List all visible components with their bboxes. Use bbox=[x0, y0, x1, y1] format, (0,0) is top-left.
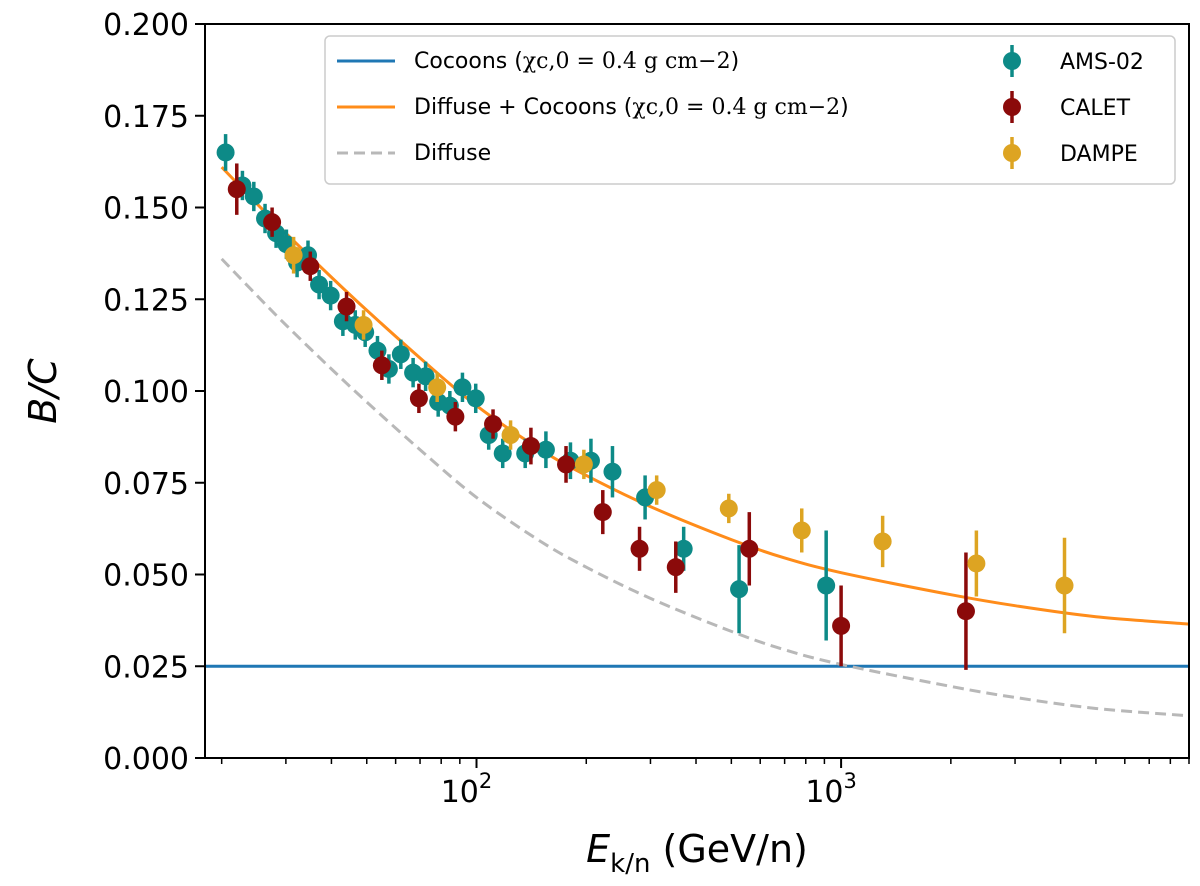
ams-02-point bbox=[391, 345, 410, 364]
ams-02-point bbox=[453, 378, 472, 397]
ams-02-point bbox=[493, 444, 512, 463]
x-tick-label: 102 bbox=[441, 769, 493, 810]
dampe-point bbox=[647, 481, 666, 500]
legend-swatch-dampe bbox=[1003, 144, 1021, 162]
ams-02-point bbox=[603, 462, 622, 481]
legend: Cocoons (χc,0 = 0.4 g cm−2) Diffuse + Coc… bbox=[324, 35, 1176, 185]
line-diffuse bbox=[220, 257, 1189, 718]
legend-swatch-calet bbox=[1003, 98, 1021, 116]
calet-point bbox=[337, 297, 356, 316]
y-axis-title: B/C bbox=[21, 358, 65, 424]
ams-02-point bbox=[244, 187, 263, 206]
x-axis-title-sub: k/n bbox=[610, 849, 650, 879]
x-tick-label: 103 bbox=[805, 769, 857, 810]
x-axis-title-main: E bbox=[586, 827, 610, 871]
dampe-point bbox=[501, 426, 520, 445]
ams-02-point bbox=[416, 367, 435, 386]
legend-label-ams-02: AMS-02 bbox=[1060, 50, 1144, 75]
ams-02-point bbox=[321, 286, 340, 305]
calet-point bbox=[666, 558, 685, 577]
calet-point bbox=[263, 213, 282, 232]
dampe-point bbox=[354, 315, 373, 334]
dampe-point bbox=[284, 246, 303, 265]
calet-point bbox=[593, 503, 612, 522]
y-tick-label: 0.075 bbox=[103, 467, 189, 502]
dampe-point bbox=[1055, 576, 1074, 595]
ams-02-point bbox=[674, 539, 693, 558]
calet-point bbox=[956, 602, 975, 621]
ams-02-point bbox=[536, 440, 555, 459]
calet-point bbox=[740, 539, 759, 558]
legend-label-cocoons: Cocoons (χc,0 = 0.4 g cm−2) bbox=[414, 49, 739, 74]
calet-point bbox=[372, 356, 391, 375]
dampe-point bbox=[428, 378, 447, 397]
legend-box bbox=[324, 35, 1176, 185]
y-tick-label: 0.000 bbox=[103, 742, 189, 777]
legend-label-diffuse: Diffuse bbox=[414, 141, 491, 166]
y-tick-label: 0.025 bbox=[103, 650, 189, 685]
calet-point bbox=[557, 455, 576, 474]
calet-point bbox=[227, 180, 246, 199]
calet-point bbox=[446, 407, 465, 426]
legend-label-calet: CALET bbox=[1060, 96, 1131, 121]
line-diffuse-cocoons bbox=[220, 166, 1189, 626]
x-axis-title-unit: (GeV/n) bbox=[650, 827, 807, 871]
calet-point bbox=[484, 415, 503, 434]
y-tick-label: 0.150 bbox=[103, 192, 189, 227]
dampe-point bbox=[719, 499, 738, 518]
legend-label-diffuse-cocoons: Diffuse + Cocoons (χc,0 = 0.4 g cm−2) bbox=[414, 95, 849, 120]
ams-02-point bbox=[310, 275, 329, 294]
legend-swatch-ams-02 bbox=[1003, 52, 1021, 70]
y-tick-label: 0.050 bbox=[103, 559, 189, 594]
y-tick-label: 0.100 bbox=[103, 375, 189, 410]
legend-label-dampe: DAMPE bbox=[1060, 142, 1138, 167]
calet-point bbox=[832, 616, 851, 635]
y-tick-label: 0.125 bbox=[103, 283, 189, 318]
calet-point bbox=[630, 539, 649, 558]
ams-02-point bbox=[730, 580, 749, 599]
calet-point bbox=[301, 257, 320, 276]
y-tick-label: 0.175 bbox=[103, 100, 189, 135]
ams-02-point bbox=[216, 143, 235, 162]
ams-02-point bbox=[817, 576, 836, 595]
calet-point bbox=[521, 437, 540, 456]
ams-02-point bbox=[466, 389, 485, 408]
calet-point bbox=[409, 389, 428, 408]
x-axis-title: Ek/n (GeV/n) bbox=[586, 827, 808, 879]
dampe-point bbox=[967, 554, 986, 573]
dampe-point bbox=[574, 455, 593, 474]
dampe-point bbox=[792, 521, 811, 540]
y-tick-label: 0.200 bbox=[103, 8, 189, 43]
dampe-point bbox=[873, 532, 892, 551]
